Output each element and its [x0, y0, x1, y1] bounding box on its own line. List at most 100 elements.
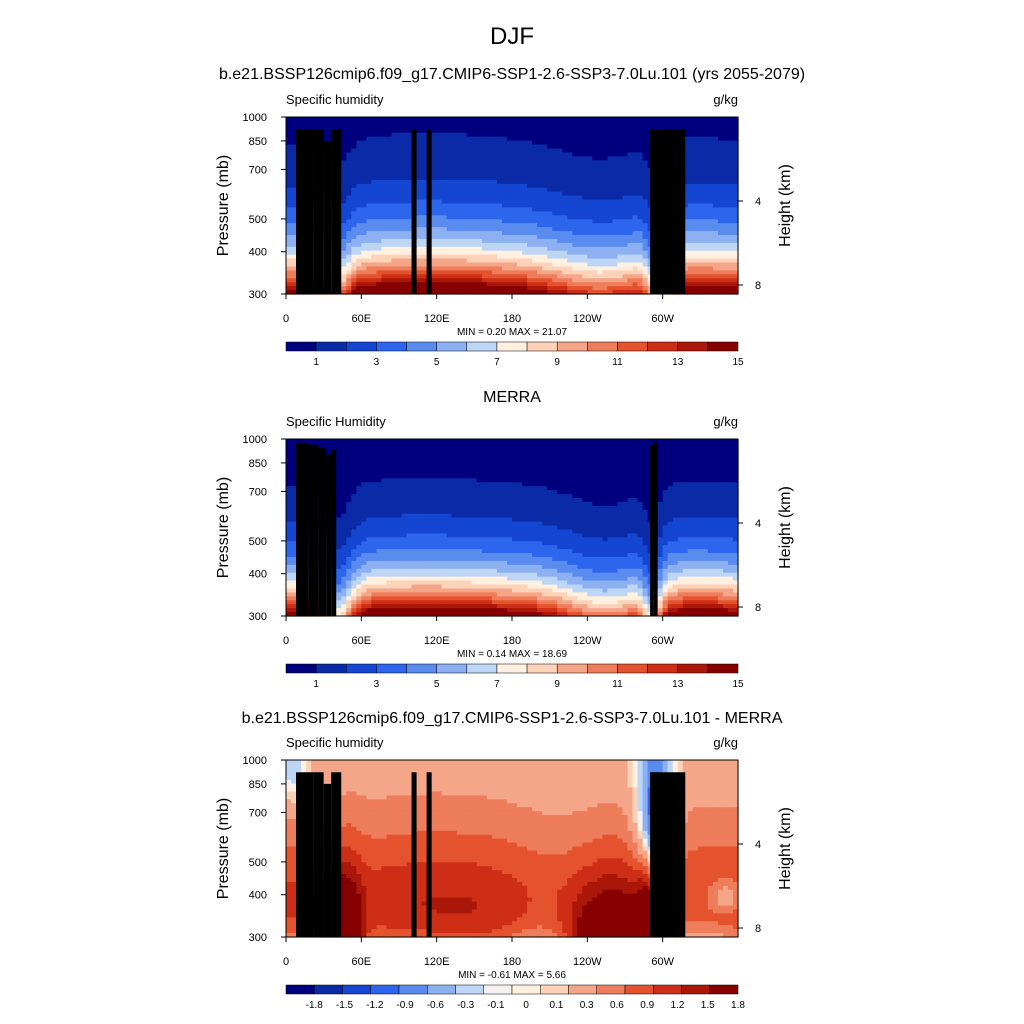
- field-cell: [732, 290, 739, 295]
- field-cell: [602, 187, 609, 193]
- field-cell: [687, 176, 694, 181]
- field-cell: [351, 124, 357, 130]
- panel-title: b.e21.BSSP126cmip6.f09_g17.CMIP6-SSP1-2.…: [219, 66, 805, 83]
- field-cell: [341, 124, 347, 130]
- field-cell: [476, 144, 483, 150]
- field-cell: [577, 120, 583, 126]
- field-cell: [627, 442, 634, 448]
- field-cell: [632, 262, 639, 268]
- field-cell: [552, 270, 558, 275]
- field-cell: [496, 462, 503, 468]
- field-cell: [702, 458, 709, 464]
- field-cell: [466, 470, 473, 475]
- field-cell: [637, 290, 644, 295]
- field-cell: [446, 179, 453, 185]
- field-cell: [456, 152, 463, 157]
- field-cell: [637, 470, 644, 475]
- field-cell: [517, 179, 523, 185]
- field-cell: [667, 458, 674, 464]
- field-cell: [607, 258, 614, 264]
- field-cell: [592, 160, 598, 165]
- field-cell: [371, 231, 377, 236]
- field-cell: [321, 439, 327, 444]
- field-cell: [461, 282, 468, 287]
- field-cell: [627, 117, 634, 122]
- field-cell: [512, 290, 518, 295]
- field-cell: [642, 124, 649, 130]
- field-cell: [396, 262, 403, 268]
- field-cell: [572, 183, 578, 189]
- field-cell: [291, 176, 297, 181]
- field-cell: [451, 254, 458, 260]
- field-cell: [486, 168, 493, 173]
- field-cell: [381, 156, 388, 161]
- field-cell: [381, 187, 388, 193]
- field-cell: [567, 207, 573, 212]
- field-cell: [562, 187, 568, 193]
- field-cell: [376, 442, 383, 448]
- field-cell: [501, 439, 508, 444]
- field-cell: [697, 235, 704, 240]
- field-cell: [401, 144, 408, 150]
- field-cell: [732, 458, 739, 464]
- field-cell: [466, 439, 473, 444]
- field-cell: [557, 474, 563, 479]
- field-cell: [426, 124, 433, 130]
- field-cell: [537, 442, 543, 448]
- field-cell: [602, 470, 609, 475]
- field-cell: [361, 219, 367, 224]
- field-cell: [532, 120, 538, 126]
- field-cell: [557, 203, 563, 209]
- field-cell: [587, 274, 593, 279]
- field-cell: [697, 136, 704, 142]
- field-cell: [296, 120, 302, 126]
- field-cell: [622, 215, 629, 220]
- field-cell: [512, 191, 518, 197]
- field-cell: [441, 160, 448, 165]
- field-cell: [501, 199, 508, 205]
- field-cell: [481, 203, 488, 209]
- field-cell: [602, 199, 609, 205]
- field-cell: [381, 199, 388, 205]
- field-cell: [682, 132, 689, 138]
- field-cell: [361, 156, 367, 161]
- field-cell: [657, 462, 664, 468]
- field-cell: [537, 219, 543, 224]
- field-cell: [356, 286, 362, 291]
- field-cell: [702, 258, 709, 264]
- field-cell: [426, 466, 433, 472]
- field-cell: [517, 470, 523, 475]
- field-cell: [401, 254, 408, 260]
- field-cell: [517, 250, 523, 256]
- field-cell: [291, 231, 297, 236]
- field-cell: [542, 466, 548, 472]
- field-cell: [687, 120, 694, 126]
- field-cell: [697, 266, 704, 271]
- field-cell: [286, 176, 292, 181]
- field-cell: [351, 160, 357, 165]
- field-cell: [702, 152, 709, 157]
- field-cell: [682, 450, 689, 456]
- field-cell: [421, 207, 428, 212]
- field-cell: [366, 207, 372, 212]
- field-cell: [471, 128, 478, 134]
- field-cell: [682, 215, 689, 220]
- field-cell: [717, 117, 724, 122]
- field-cell: [461, 458, 468, 464]
- field-cell: [286, 450, 292, 456]
- field-cell: [356, 144, 362, 150]
- field-cell: [547, 454, 553, 460]
- field-cell: [371, 439, 377, 444]
- field-cell: [717, 242, 724, 248]
- field-cell: [346, 132, 352, 138]
- field-cell: [361, 454, 367, 460]
- field-cell: [562, 179, 568, 185]
- field-cell: [291, 136, 297, 142]
- field-cell: [506, 286, 513, 291]
- field-cell: [567, 262, 573, 268]
- field-cell: [356, 207, 362, 212]
- field-cell: [517, 231, 523, 236]
- field-cell: [426, 450, 433, 456]
- field-cell: [727, 176, 734, 181]
